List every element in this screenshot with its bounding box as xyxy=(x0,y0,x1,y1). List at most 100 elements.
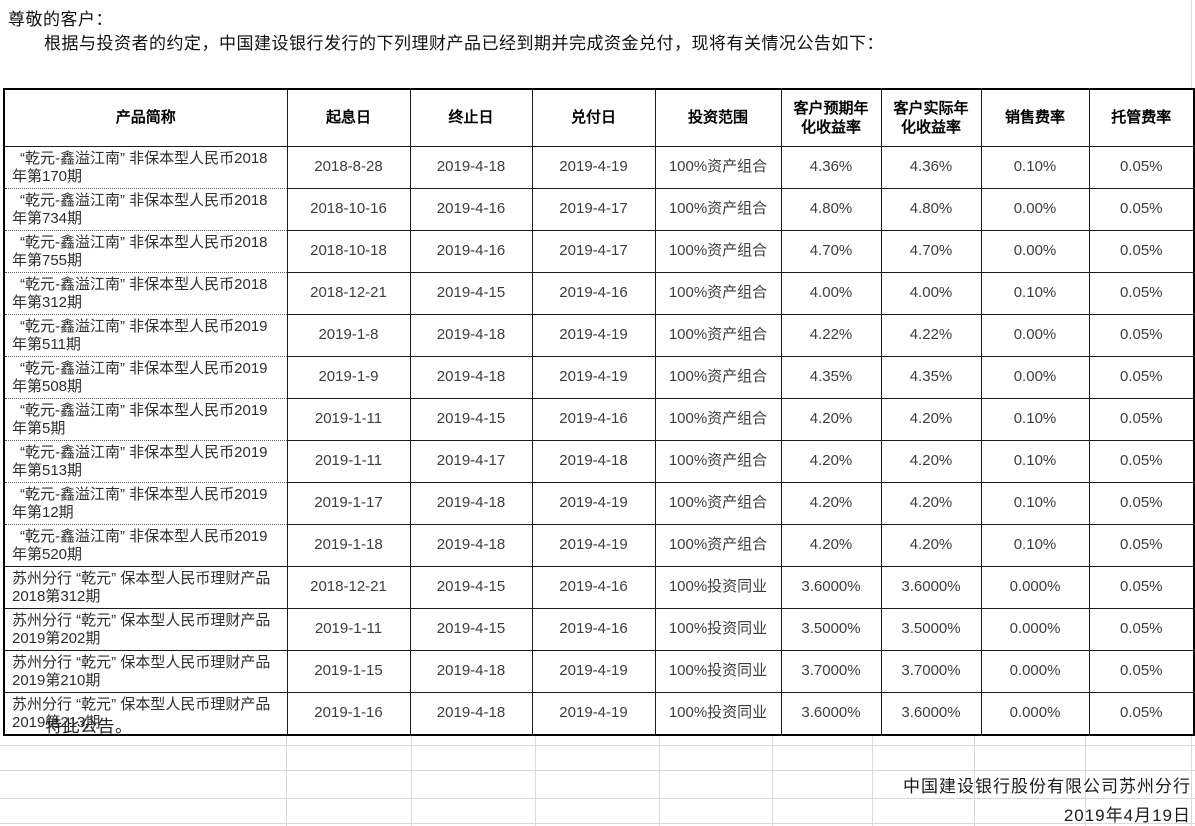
table-row: “乾元-鑫溢江南” 非保本型人民币2018年第755期 2018-10-18 201… xyxy=(4,230,1194,273)
cell-custody-fee: 0.05% xyxy=(1089,566,1194,609)
cell-sales-fee: 0.000% xyxy=(981,650,1090,693)
table-row: “乾元-鑫溢江南” 非保本型人民币2019年第520期 2019-1-18 2019… xyxy=(4,524,1194,567)
cell-start-date: 2019-1-9 xyxy=(287,356,411,399)
cell-sales-fee: 0.00% xyxy=(981,230,1090,273)
cell-expected-rate: 4.00% xyxy=(781,272,882,315)
cell-payment-date: 2019-4-19 xyxy=(532,650,656,693)
cell-payment-date: 2019-4-19 xyxy=(532,146,656,189)
cell-sales-fee: 0.10% xyxy=(981,524,1090,567)
table-row: “乾元-鑫溢江南” 非保本型人民币2019年第511期 2019-1-8 2019-… xyxy=(4,314,1194,357)
cell-start-date: 2018-12-21 xyxy=(287,272,411,315)
cell-end-date: 2019-4-16 xyxy=(410,230,533,273)
cell-end-date: 2019-4-15 xyxy=(410,566,533,609)
cell-expected-rate: 3.6000% xyxy=(781,566,882,609)
cell-scope: 100%资产组合 xyxy=(655,356,782,399)
cell-sales-fee: 0.000% xyxy=(981,692,1090,735)
cell-scope: 100%资产组合 xyxy=(655,524,782,567)
cell-custody-fee: 0.05% xyxy=(1089,650,1194,693)
cell-payment-date: 2019-4-16 xyxy=(532,566,656,609)
cell-payment-date: 2019-4-16 xyxy=(532,398,656,441)
cell-end-date: 2019-4-16 xyxy=(410,188,533,231)
cell-end-date: 2019-4-17 xyxy=(410,440,533,483)
cell-expected-rate: 4.70% xyxy=(781,230,882,273)
cell-end-date: 2019-4-15 xyxy=(410,272,533,315)
cell-expected-rate: 3.5000% xyxy=(781,608,882,651)
header-cell: 客户实际年化收益率 xyxy=(881,89,982,147)
cell-payment-date: 2019-4-19 xyxy=(532,482,656,525)
header-cell: 终止日 xyxy=(410,89,533,147)
cell-expected-rate: 4.80% xyxy=(781,188,882,231)
table-row: “乾元-鑫溢江南” 非保本型人民币2019年第513期 2019-1-11 2019… xyxy=(4,440,1194,483)
cell-start-date: 2018-10-18 xyxy=(287,230,411,273)
cell-expected-rate: 4.20% xyxy=(781,524,882,567)
header-cell: 起息日 xyxy=(287,89,411,147)
cell-payment-date: 2019-4-19 xyxy=(532,692,656,735)
cell-payment-date: 2019-4-18 xyxy=(532,440,656,483)
cell-actual-rate: 4.22% xyxy=(881,314,982,357)
salutation-text: 尊敬的客户： xyxy=(8,10,113,29)
cell-start-date: 2018-8-28 xyxy=(287,146,411,189)
cell-start-date: 2019-1-11 xyxy=(287,608,411,651)
closing-text: 特此公告。 xyxy=(45,717,133,736)
cell-custody-fee: 0.05% xyxy=(1089,440,1194,483)
intro-body-text: 根据与投资者的约定，中国建设银行发行的下列理财产品已经到期并完成资金兑付，现将有… xyxy=(44,34,884,53)
cell-custody-fee: 0.05% xyxy=(1089,356,1194,399)
cell-product-name: 苏州分行 “乾元” 保本型人民币理财产品2019第213期 xyxy=(4,692,288,735)
cell-sales-fee: 0.10% xyxy=(981,482,1090,525)
cell-actual-rate: 4.00% xyxy=(881,272,982,315)
cell-custody-fee: 0.05% xyxy=(1089,188,1194,231)
cell-expected-rate: 4.20% xyxy=(781,440,882,483)
cell-end-date: 2019-4-18 xyxy=(410,650,533,693)
cell-start-date: 2018-10-16 xyxy=(287,188,411,231)
cell-actual-rate: 4.80% xyxy=(881,188,982,231)
cell-custody-fee: 0.05% xyxy=(1089,314,1194,357)
cell-sales-fee: 0.10% xyxy=(981,146,1090,189)
cell-expected-rate: 4.36% xyxy=(781,146,882,189)
cell-actual-rate: 4.35% xyxy=(881,356,982,399)
cell-sales-fee: 0.10% xyxy=(981,440,1090,483)
cell-custody-fee: 0.05% xyxy=(1089,398,1194,441)
cell-actual-rate: 3.5000% xyxy=(881,608,982,651)
cell-product-name: “乾元-鑫溢江南” 非保本型人民币2019年第5期 xyxy=(4,398,288,441)
table-row: “乾元-鑫溢江南” 非保本型人民币2018年第170期 2018-8-28 2019… xyxy=(4,146,1194,189)
cell-start-date: 2019-1-18 xyxy=(287,524,411,567)
cell-end-date: 2019-4-18 xyxy=(410,356,533,399)
cell-actual-rate: 3.7000% xyxy=(881,650,982,693)
header-cell: 产品简称 xyxy=(4,89,288,147)
cell-sales-fee: 0.000% xyxy=(981,566,1090,609)
cell-product-name: “乾元-鑫溢江南” 非保本型人民币2019年第520期 xyxy=(4,524,288,567)
cell-actual-rate: 4.20% xyxy=(881,398,982,441)
cell-product-name: “乾元-鑫溢江南” 非保本型人民币2019年第511期 xyxy=(4,314,288,357)
cell-start-date: 2019-1-8 xyxy=(287,314,411,357)
cell-actual-rate: 4.36% xyxy=(881,146,982,189)
cell-end-date: 2019-4-18 xyxy=(410,314,533,357)
cell-product-name: 苏州分行 “乾元” 保本型人民币理财产品2019第210期 xyxy=(4,650,288,693)
cell-product-name: “乾元-鑫溢江南” 非保本型人民币2019年第508期 xyxy=(4,356,288,399)
cell-payment-date: 2019-4-19 xyxy=(532,356,656,399)
cell-custody-fee: 0.05% xyxy=(1089,608,1194,651)
cell-scope: 100%资产组合 xyxy=(655,440,782,483)
header-cell: 托管费率 xyxy=(1089,89,1194,147)
cell-expected-rate: 4.22% xyxy=(781,314,882,357)
cell-custody-fee: 0.05% xyxy=(1089,482,1194,525)
table-row: 苏州分行 “乾元” 保本型人民币理财产品2019第202期 2019-1-11 20… xyxy=(4,608,1194,651)
cell-product-name: 苏州分行 “乾元” 保本型人民币理财产品2018第312期 xyxy=(4,566,288,609)
cell-expected-rate: 3.7000% xyxy=(781,650,882,693)
table-row: 苏州分行 “乾元” 保本型人民币理财产品2018第312期 2018-12-21 2… xyxy=(4,566,1194,609)
table-row: 苏州分行 “乾元” 保本型人民币理财产品2019第210期 2019-1-15 20… xyxy=(4,650,1194,693)
cell-custody-fee: 0.05% xyxy=(1089,146,1194,189)
cell-scope: 100%资产组合 xyxy=(655,398,782,441)
cell-scope: 100%投资同业 xyxy=(655,650,782,693)
cell-actual-rate: 4.20% xyxy=(881,440,982,483)
cell-sales-fee: 0.10% xyxy=(981,272,1090,315)
signature-org: 中国建设银行股份有限公司苏州分行 xyxy=(903,777,1191,796)
cell-product-name: “乾元-鑫溢江南” 非保本型人民币2019年第12期 xyxy=(4,482,288,525)
cell-payment-date: 2019-4-16 xyxy=(532,272,656,315)
cell-scope: 100%资产组合 xyxy=(655,188,782,231)
header-cell: 投资范围 xyxy=(655,89,782,147)
header-cell: 兑付日 xyxy=(532,89,656,147)
cell-expected-rate: 4.20% xyxy=(781,398,882,441)
cell-custody-fee: 0.05% xyxy=(1089,230,1194,273)
table-row: “乾元-鑫溢江南” 非保本型人民币2019年第12期 2019-1-17 2019-… xyxy=(4,482,1194,525)
cell-product-name: “乾元-鑫溢江南” 非保本型人民币2018年第734期 xyxy=(4,188,288,231)
